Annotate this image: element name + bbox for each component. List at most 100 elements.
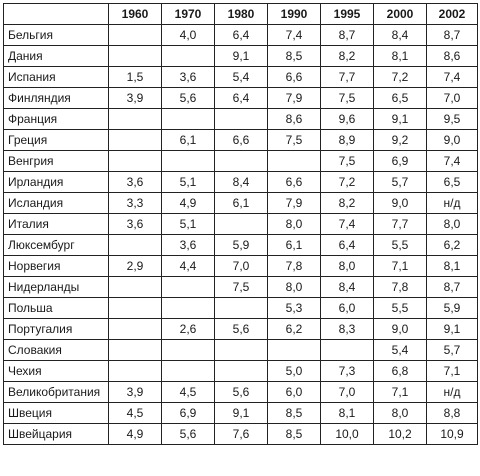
value-cell: 7,9 xyxy=(267,87,321,109)
value-cell: 9,6 xyxy=(320,108,374,130)
value-cell: 7,4 xyxy=(320,213,374,235)
header-row: 1960 1970 1980 1990 1995 2000 2002 xyxy=(3,3,478,25)
value-cell: 5,9 xyxy=(426,297,478,319)
value-cell xyxy=(214,108,268,130)
value-cell: 5,6 xyxy=(214,381,268,403)
value-cell: 6,2 xyxy=(267,318,321,340)
table-row: Швейцария 4,9 5,6 7,6 8,5 10,0 10,2 10,9 xyxy=(3,423,478,445)
value-cell: 8,3 xyxy=(320,318,374,340)
value-cell: 8,0 xyxy=(373,402,427,424)
value-cell: 5,3 xyxy=(267,297,321,319)
table-row: Италия 3,6 5,1 8,0 7,4 7,7 8,0 xyxy=(3,213,478,235)
value-cell: 7,4 xyxy=(426,66,478,88)
value-cell: 6,5 xyxy=(426,171,478,193)
country-cell: Франция xyxy=(3,108,109,130)
value-cell: 6,9 xyxy=(373,150,427,172)
value-cell: 6,1 xyxy=(214,192,268,214)
value-cell: 9,2 xyxy=(373,129,427,151)
value-cell xyxy=(108,360,162,382)
value-cell: 6,6 xyxy=(214,129,268,151)
table-row: Польша 5,3 6,0 5,5 5,9 xyxy=(3,297,478,319)
value-cell: 5,7 xyxy=(373,171,427,193)
value-cell: 7,8 xyxy=(267,255,321,277)
value-cell xyxy=(214,339,268,361)
country-cell: Дания xyxy=(3,45,109,67)
value-cell xyxy=(267,150,321,172)
value-cell: 8,4 xyxy=(320,276,374,298)
value-cell: 8,2 xyxy=(320,45,374,67)
value-cell: 8,1 xyxy=(320,402,374,424)
table-row: Словакия 5,4 5,7 xyxy=(3,339,478,361)
value-cell: 7,0 xyxy=(214,255,268,277)
value-cell xyxy=(214,297,268,319)
value-cell xyxy=(214,213,268,235)
value-cell: 8,5 xyxy=(267,45,321,67)
value-cell: 3,6 xyxy=(161,66,215,88)
value-cell xyxy=(108,318,162,340)
value-cell: 6,8 xyxy=(373,360,427,382)
value-cell: 9,0 xyxy=(373,318,427,340)
table-row: Греция 6,1 6,6 7,5 8,9 9,2 9,0 xyxy=(3,129,478,151)
value-cell: 9,5 xyxy=(426,108,478,130)
value-cell: 4,5 xyxy=(108,402,162,424)
value-cell: 4,9 xyxy=(108,423,162,445)
value-cell xyxy=(267,339,321,361)
value-cell: 4,9 xyxy=(161,192,215,214)
value-cell: 6,6 xyxy=(267,66,321,88)
value-cell: 3,3 xyxy=(108,192,162,214)
value-cell: 3,9 xyxy=(108,381,162,403)
value-cell: 7,5 xyxy=(267,129,321,151)
value-cell xyxy=(108,129,162,151)
header-cell-year: 1990 xyxy=(267,3,321,25)
value-cell: 3,6 xyxy=(161,234,215,256)
table-row: Исландия 3,3 4,9 6,1 7,9 8,2 9,0 н/д xyxy=(3,192,478,214)
value-cell: 8,5 xyxy=(267,402,321,424)
value-cell: 8,8 xyxy=(426,402,478,424)
value-cell: 7,1 xyxy=(373,255,427,277)
value-cell: 4,0 xyxy=(161,24,215,46)
table-row: Люксембург 3,6 5,9 6,1 6,4 5,5 6,2 xyxy=(3,234,478,256)
table-row: Испания 1,5 3,6 5,4 6,6 7,7 7,2 7,4 xyxy=(3,66,478,88)
value-cell: 5,6 xyxy=(161,87,215,109)
header-cell-country xyxy=(3,3,109,25)
value-cell xyxy=(108,234,162,256)
value-cell: 9,1 xyxy=(426,318,478,340)
value-cell: 5,9 xyxy=(214,234,268,256)
country-cell: Люксембург xyxy=(3,234,109,256)
value-cell: 8,6 xyxy=(267,108,321,130)
data-table: 1960 1970 1980 1990 1995 2000 2002 Бельг… xyxy=(3,3,478,445)
value-cell: 7,6 xyxy=(214,423,268,445)
value-cell: 7,5 xyxy=(320,87,374,109)
value-cell xyxy=(214,150,268,172)
header-cell-year: 1980 xyxy=(214,3,268,25)
header-cell-year: 1970 xyxy=(161,3,215,25)
value-cell: 2,6 xyxy=(161,318,215,340)
country-cell: Португалия xyxy=(3,318,109,340)
value-cell: 6,0 xyxy=(267,381,321,403)
value-cell xyxy=(108,339,162,361)
value-cell: 4,5 xyxy=(161,381,215,403)
value-cell: 8,1 xyxy=(373,45,427,67)
header-cell-year: 1960 xyxy=(108,3,162,25)
table-row: Дания 9,1 8,5 8,2 8,1 8,6 xyxy=(3,45,478,67)
value-cell: 6,5 xyxy=(373,87,427,109)
value-cell xyxy=(161,108,215,130)
country-cell: Бельгия xyxy=(3,24,109,46)
value-cell: 8,5 xyxy=(267,423,321,445)
header-cell-year: 2000 xyxy=(373,3,427,25)
value-cell: 7,0 xyxy=(320,381,374,403)
value-cell xyxy=(161,339,215,361)
value-cell: 2,9 xyxy=(108,255,162,277)
value-cell: н/д xyxy=(426,381,478,403)
value-cell: 6,9 xyxy=(161,402,215,424)
value-cell: 3,6 xyxy=(108,171,162,193)
table-header: 1960 1970 1980 1990 1995 2000 2002 xyxy=(3,3,478,25)
value-cell: 7,0 xyxy=(426,87,478,109)
value-cell: 5,6 xyxy=(214,318,268,340)
value-cell xyxy=(108,297,162,319)
value-cell: 8,0 xyxy=(267,213,321,235)
table-row: Ирландия 3,6 5,1 8,4 6,6 7,2 5,7 6,5 xyxy=(3,171,478,193)
country-cell: Швейцария xyxy=(3,423,109,445)
table-row: Великобритания 3,9 4,5 5,6 6,0 7,0 7,1 н/д xyxy=(3,381,478,403)
country-cell: Нидерланды xyxy=(3,276,109,298)
